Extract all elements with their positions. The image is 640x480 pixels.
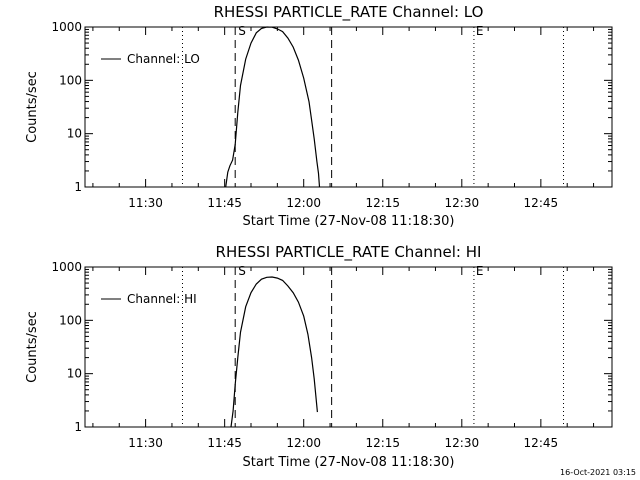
chart-title: RHESSI PARTICLE_RATE Channel: LO xyxy=(214,3,484,22)
y-axis-label: Counts/sec xyxy=(25,311,40,383)
x-axis-label: Start Time (27-Nov-08 11:18:30) xyxy=(243,214,455,229)
y-tick-label: 1000 xyxy=(51,260,82,274)
x-tick-label: 12:00 xyxy=(286,436,321,450)
y-tick-label: 100 xyxy=(59,73,82,87)
chart-lo: RHESSI PARTICLE_RATE Channel: LO 1 10 100 10… xyxy=(25,3,613,229)
marker-s: S xyxy=(238,24,246,38)
x-tick-label: 12:45 xyxy=(524,436,559,450)
x-tick-label: 12:45 xyxy=(524,196,559,210)
x-tick-label: 12:15 xyxy=(365,196,400,210)
legend-entry: Channel: LO xyxy=(127,52,200,66)
legend-entry: Channel: HI xyxy=(127,292,197,306)
x-axis-label: Start Time (27-Nov-08 11:18:30) xyxy=(243,455,455,470)
marker-e: E xyxy=(476,24,484,38)
plot-frame xyxy=(84,26,613,188)
x-tick-label: 12:00 xyxy=(286,196,321,210)
x-tick-label: 11:30 xyxy=(128,436,163,450)
x-tick-label: 12:15 xyxy=(365,436,400,450)
marker-s: S xyxy=(238,264,246,278)
y-axis-label: Counts/sec xyxy=(25,71,40,143)
x-tick-label: 11:30 xyxy=(128,196,163,210)
x-tick-label: 12:30 xyxy=(445,196,480,210)
footer-timestamp: 16-Oct-2021 03:15 xyxy=(560,468,636,477)
x-tick-label: 11:45 xyxy=(207,196,242,210)
chart-hi: RHESSI PARTICLE_RATE Channel: HI 1 10 100 10… xyxy=(25,243,613,470)
y-tick-label: 100 xyxy=(59,313,82,327)
y-tick-label: 1 xyxy=(74,420,82,434)
series-line xyxy=(230,276,318,428)
y-tick-label: 1000 xyxy=(51,20,82,34)
chart-title: RHESSI PARTICLE_RATE Channel: HI xyxy=(216,243,482,262)
y-tick-label: 10 xyxy=(67,127,82,141)
plot-frame xyxy=(84,266,613,428)
y-tick-label: 10 xyxy=(67,367,82,381)
marker-e: E xyxy=(476,264,484,278)
y-tick-label: 1 xyxy=(74,180,82,194)
series-line xyxy=(225,26,321,188)
x-tick-label: 12:30 xyxy=(445,436,480,450)
x-tick-label: 11:45 xyxy=(207,436,242,450)
